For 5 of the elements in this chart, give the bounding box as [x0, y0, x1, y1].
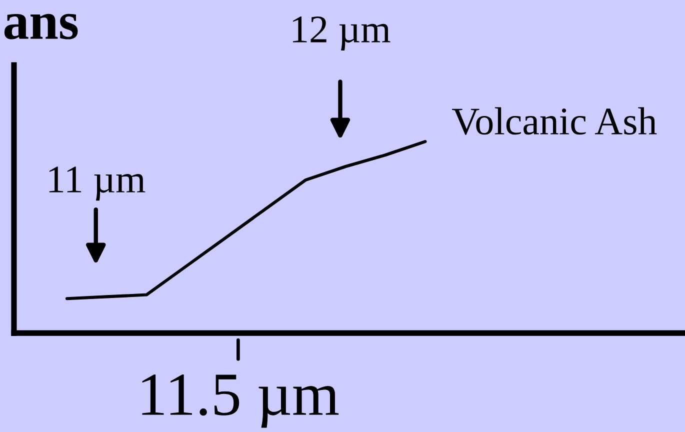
text: 11.5 µm [142, 374, 339, 428]
series-label: Volcanic Ash [452, 107, 657, 135]
chart-title: ans [4, 14, 78, 40]
text: 12 µm [293, 16, 390, 50]
annotation: 11 µm [49, 166, 146, 201]
